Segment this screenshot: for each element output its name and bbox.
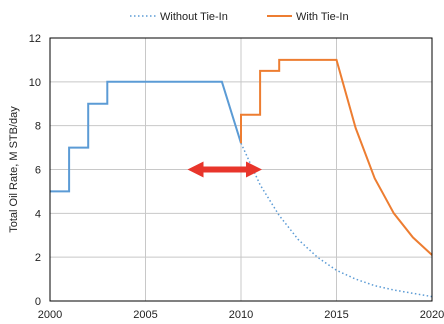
legend: Without Tie-In With Tie-In — [130, 11, 349, 23]
y-tick-label: 4 — [35, 208, 41, 220]
legend-label-without-tie-in: Without Tie-In — [160, 11, 228, 23]
series-line-with-tie-in — [240, 58, 433, 256]
legend-label-with-tie-in: With Tie-In — [296, 11, 349, 23]
annotation-layer — [187, 161, 262, 178]
plot-frame — [49, 37, 433, 302]
x-tick-label: 2010 — [229, 309, 253, 321]
series-line-without-tie-in-dotted — [240, 142, 433, 298]
x-tick-label: 2005 — [133, 309, 157, 321]
tick-labels: 2000 2005 2010 2015 2020 0 2 4 6 8 10 12 — [29, 33, 444, 321]
series-line-without-tie-in-solid — [50, 80, 242, 193]
y-tick-label: 12 — [29, 33, 41, 45]
x-tick-label: 2015 — [324, 309, 348, 321]
y-tick-label: 6 — [35, 165, 41, 177]
series-layer — [50, 58, 433, 298]
y-axis-title: Total Oil Rate, M STB/day — [8, 106, 20, 233]
x-tick-label: 2000 — [38, 309, 62, 321]
double-arrow-annotation — [187, 161, 262, 178]
y-tick-label: 8 — [35, 121, 41, 133]
x-tick-label: 2020 — [420, 309, 444, 321]
y-tick-label: 2 — [35, 252, 41, 264]
y-tick-label: 10 — [29, 77, 41, 89]
y-tick-label: 0 — [35, 296, 41, 308]
